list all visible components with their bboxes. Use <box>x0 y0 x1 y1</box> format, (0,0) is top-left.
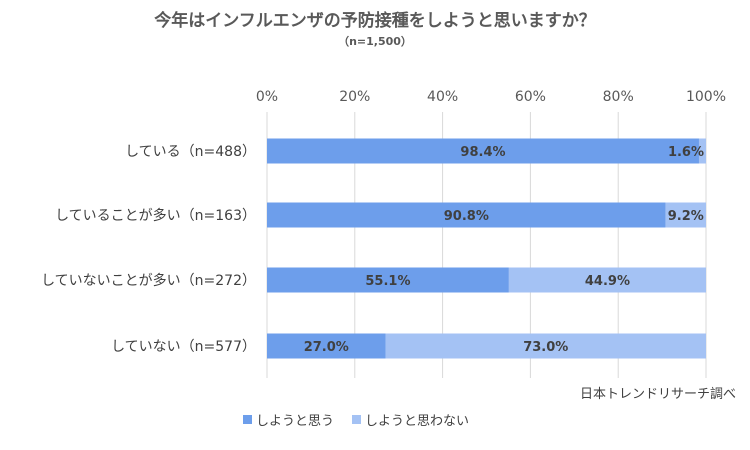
data-label: 1.6% <box>668 145 704 160</box>
bar-segment <box>385 333 706 359</box>
bar-segment <box>267 267 509 293</box>
legend-swatch-yes <box>243 415 252 424</box>
x-tick-label: 20% <box>339 89 370 105</box>
data-label: 9.2% <box>668 209 704 224</box>
data-label: 90.8% <box>444 209 489 224</box>
bar-segment <box>267 333 386 359</box>
data-label: 27.0% <box>304 340 349 355</box>
category-label: していることが多い（n=163） <box>55 207 256 224</box>
x-tick-label: 0% <box>256 89 278 105</box>
x-tick-label: 60% <box>515 89 546 105</box>
bar-segment <box>665 202 706 228</box>
legend-label-no: しようと思わない <box>365 414 470 429</box>
data-label: 98.4% <box>460 145 505 160</box>
legend-label-yes: しようと思う <box>256 414 335 429</box>
bar-segment <box>267 138 699 164</box>
legend-item-no: しようと思わない <box>352 410 469 429</box>
source-note: 日本トレンドリサーチ調べ <box>579 387 736 402</box>
category-label: していない（n=577） <box>111 339 256 355</box>
data-label: 73.0% <box>523 340 568 355</box>
legend: しようと思う しようと思わない <box>243 410 469 429</box>
category-label: している（n=488） <box>125 144 256 160</box>
legend-item-yes: しようと思う <box>243 410 334 429</box>
x-tick-label: 100% <box>686 89 726 105</box>
x-tick-label: 80% <box>603 89 634 105</box>
chart-subtitle: （n=1,500） <box>338 35 412 48</box>
bar-segment <box>267 202 666 228</box>
data-label: 44.9% <box>585 274 630 289</box>
data-label: 55.1% <box>365 274 410 289</box>
bar-segment <box>508 267 706 293</box>
legend-swatch-no <box>352 415 362 424</box>
category-label: していないことが多い（n=272） <box>41 272 256 289</box>
x-tick-label: 40% <box>427 89 458 105</box>
chart-title: 今年はインフルエンザの予防接種をしようと思いますか？ <box>154 11 596 31</box>
bar-segment <box>698 138 706 164</box>
